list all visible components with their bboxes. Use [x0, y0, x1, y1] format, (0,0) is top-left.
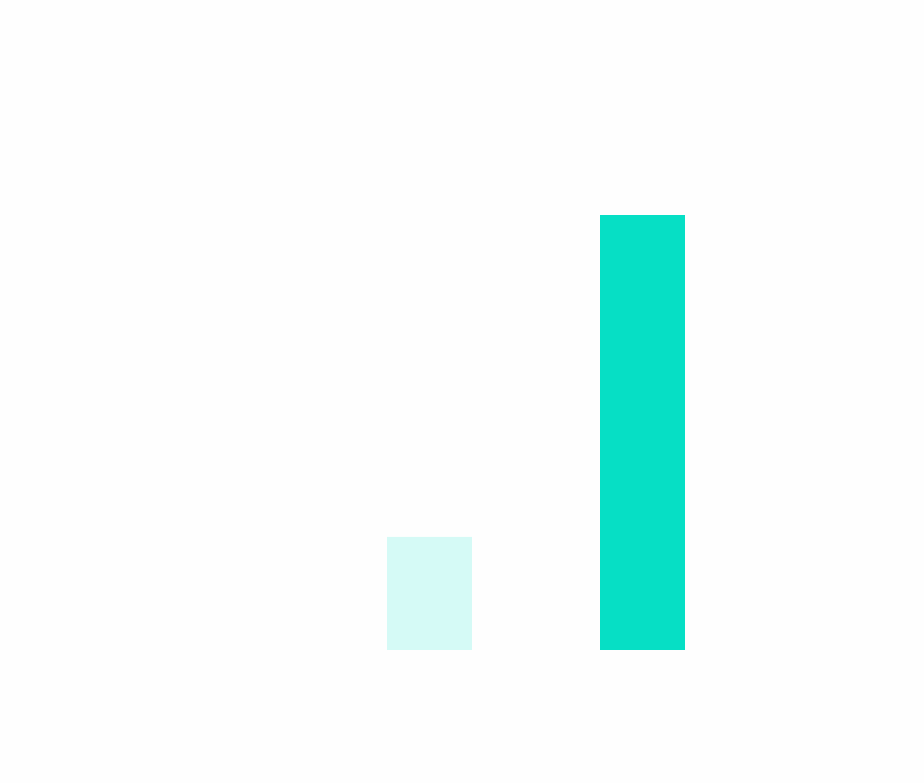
bar-2 — [600, 215, 685, 650]
bar-1 — [387, 536, 472, 650]
